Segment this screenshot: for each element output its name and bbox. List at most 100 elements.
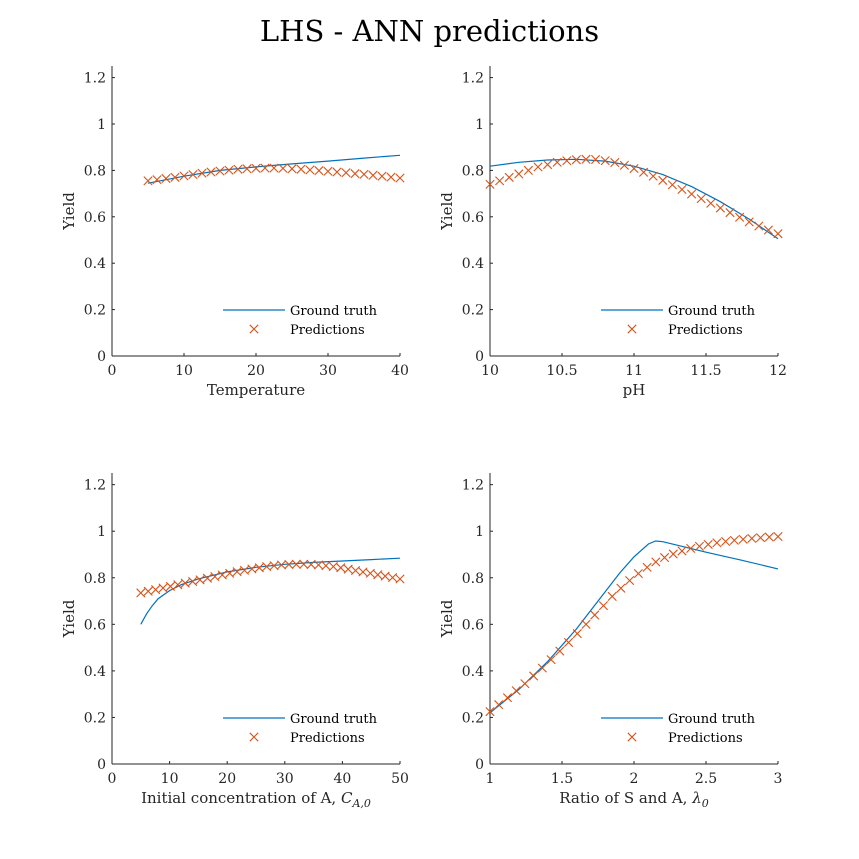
x-axis-label-symbol: λ <box>691 789 702 807</box>
legend-marker-swatch <box>249 732 259 742</box>
y-axis-label: Yield <box>60 192 78 231</box>
prediction-point <box>552 157 562 167</box>
y-tick-label: 0.6 <box>462 617 484 633</box>
prediction-point <box>581 154 591 164</box>
prediction-point <box>667 180 677 190</box>
prediction-point <box>202 573 213 583</box>
y-tick-label: 0.6 <box>462 210 484 226</box>
prediction-point <box>161 173 171 184</box>
y-tick-label: 0.2 <box>84 303 106 319</box>
prediction-point <box>651 557 661 567</box>
prediction-point <box>485 179 495 189</box>
prediction-point <box>677 184 687 195</box>
prediction-point <box>380 571 390 581</box>
legend-label-predictions: Predictions <box>668 731 743 746</box>
x-axis-label: Temperature <box>207 381 305 399</box>
figure-title: LHS - ANN predictions <box>259 14 600 48</box>
prediction-point <box>358 567 368 577</box>
x-tick-label: 0 <box>108 363 117 379</box>
prediction-point <box>321 561 331 571</box>
prediction-point <box>239 565 250 575</box>
prediction-point <box>642 562 652 572</box>
prediction-point <box>336 563 346 573</box>
prediction-point <box>269 163 279 173</box>
x-axis-label: Initial concentration of A, CA,0 <box>141 789 371 810</box>
y-tick-label: 1.2 <box>462 71 484 87</box>
y-axis-label: Yield <box>60 599 78 638</box>
prediction-point <box>151 585 161 595</box>
prediction-point <box>158 583 168 593</box>
x-axis-label-symbol: C <box>341 789 353 807</box>
prediction-point <box>715 203 725 213</box>
y-tick-label: 0 <box>475 757 484 773</box>
prediction-point <box>502 693 513 703</box>
prediction-point <box>619 160 629 170</box>
prediction-point <box>305 165 315 175</box>
x-tick-label: 40 <box>391 363 409 379</box>
legend-label-predictions: Predictions <box>290 323 365 338</box>
y-axis-label: Yield <box>438 192 456 231</box>
prediction-point <box>368 170 378 180</box>
chart-panel-3: 0 10 20 30 40 50 0 0.2 0.4 0.6 0.8 1 1.2 Initial conc… <box>60 473 409 810</box>
prediction-point <box>504 172 514 182</box>
x-tick-label: 10 <box>161 771 179 787</box>
prediction-point <box>276 560 287 570</box>
prediction-point <box>523 165 533 175</box>
legend-marker-swatch <box>627 324 637 334</box>
y-tick-label: 1.2 <box>84 71 106 87</box>
prediction-point <box>543 160 553 170</box>
prediction-point <box>291 559 301 569</box>
y-tick-label: 0.4 <box>462 664 484 680</box>
legend-label-ground-truth: Ground truth <box>290 304 378 319</box>
legend: Ground truth Predictions <box>601 712 756 746</box>
prediction-point <box>373 570 383 580</box>
prediction-point <box>296 164 306 174</box>
prediction-point <box>754 221 764 231</box>
prediction-point <box>242 164 252 174</box>
prediction-point <box>712 538 722 548</box>
ground-truth-line <box>489 540 779 714</box>
y-tick-label: 0 <box>97 757 106 773</box>
prediction-point <box>625 575 635 586</box>
prediction-point <box>314 166 324 176</box>
prediction-point <box>537 663 547 673</box>
ground-truth-line <box>140 557 401 625</box>
x-tick-label: 30 <box>276 771 294 787</box>
x-tick-label: 20 <box>218 771 236 787</box>
prediction-point <box>225 568 235 578</box>
x-tick-label: 11 <box>625 363 643 379</box>
prediction-point <box>629 163 639 174</box>
prediction-point <box>494 700 504 710</box>
chart-panel-2: 10 10.5 11 11.5 12 0 0.2 0.4 0.6 0.8 1 1.2 pH Yield Gr… <box>438 66 787 399</box>
y-tick-label: 0 <box>475 349 484 365</box>
prediction-point <box>306 559 316 570</box>
prediction-point <box>696 194 706 204</box>
prediction-point <box>546 655 556 665</box>
x-tick-label: 3 <box>774 771 783 787</box>
prediction-point <box>735 212 745 222</box>
prediction-point <box>763 225 773 235</box>
y-tick-label: 0.8 <box>462 163 484 179</box>
prediction-point <box>744 217 754 227</box>
prediction-point <box>359 169 369 179</box>
y-tick-label: 0.2 <box>84 710 106 726</box>
prediction-point <box>260 163 270 173</box>
prediction-point <box>590 610 600 620</box>
prediction-point <box>607 591 617 601</box>
legend-label-ground-truth: Ground truth <box>290 712 378 727</box>
y-tick-label: 0.8 <box>84 163 106 179</box>
x-axis-label-text: pH <box>623 381 646 399</box>
prediction-point <box>764 532 774 542</box>
y-tick-label: 1 <box>97 117 106 133</box>
prediction-point <box>729 535 739 545</box>
x-tick-label: 2.5 <box>695 771 717 787</box>
x-axis-label-text: Ratio of S and A, <box>559 789 692 807</box>
x-axis-label-text: Temperature <box>207 381 305 399</box>
y-tick-label: 0.2 <box>462 710 484 726</box>
prediction-point <box>284 559 294 570</box>
prediction-point <box>188 169 198 180</box>
prediction-point <box>180 578 190 588</box>
prediction-point <box>328 561 338 572</box>
x-tick-label: 20 <box>247 363 265 379</box>
